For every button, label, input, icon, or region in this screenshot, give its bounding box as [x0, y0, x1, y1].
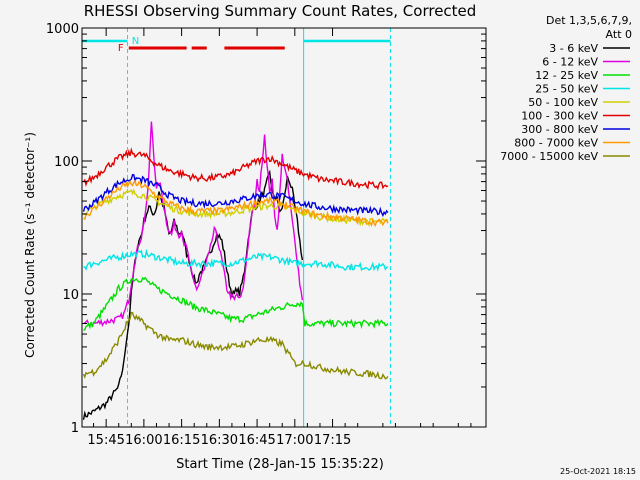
- series-line-1: [83, 121, 304, 328]
- series-line-2: [83, 276, 389, 331]
- x-tick-label-1: 16:00: [125, 433, 162, 448]
- x-tick-label-5: 17:00: [276, 433, 313, 448]
- y-tick-label-3: 1000: [46, 22, 79, 37]
- legend-label-3: 25 - 50 keV: [535, 83, 598, 96]
- y-tick-label-1: 10: [62, 288, 79, 303]
- x-tick-label-2: 16:15: [163, 433, 200, 448]
- legend-attenuator-state: Att 0: [606, 28, 632, 41]
- legend-label-2: 12 - 25 keV: [535, 69, 598, 82]
- y-axis-label: Corrected Count Rate (s⁻¹ detector⁻¹): [23, 132, 37, 358]
- legend-label-1: 6 - 12 keV: [542, 56, 598, 69]
- y-tick-label-0: 1: [71, 421, 79, 436]
- x-tick-label-3: 16:30: [201, 433, 238, 448]
- series-line-7: [83, 179, 389, 227]
- x-tick-label-6: 17:15: [314, 433, 351, 448]
- chart-title: RHESSI Observing Summary Count Rates, Co…: [84, 2, 477, 20]
- axes: [81, 27, 487, 428]
- legend-label-8: 7000 - 15000 keV: [500, 150, 598, 163]
- tick-marks: 15:45 16:00 16:15 16:30 16:45 17:00 17:15 1 10 10…: [46, 22, 486, 448]
- legend-label-4: 50 - 100 keV: [528, 96, 598, 109]
- x-axis-label: Start Time (28-Jan-15 15:35:22): [176, 457, 384, 472]
- series-lines: [82, 121, 389, 420]
- series-line-5: [82, 147, 389, 191]
- series-line-6: [82, 173, 389, 218]
- plot-frame: [81, 27, 487, 428]
- flare-marker: F: [118, 43, 124, 54]
- legend-label-7: 800 - 7000 keV: [514, 137, 598, 150]
- series-line-3: [83, 248, 389, 272]
- night-marker: N: [132, 36, 139, 47]
- legend-label-5: 100 - 300 keV: [521, 110, 598, 123]
- legend-detector-list: Det 1,3,5,6,7,9,: [546, 14, 632, 27]
- footer-date: 25-Oct-2021 18:15: [560, 467, 636, 476]
- x-tick-label-0: 15:45: [87, 433, 124, 448]
- x-tick-label-4: 16:45: [238, 433, 275, 448]
- legend-label-6: 300 - 800 keV: [521, 123, 598, 136]
- y-tick-label-2: 100: [54, 155, 79, 170]
- legend-label-0: 3 - 6 keV: [549, 42, 598, 55]
- series-line-8: [82, 311, 389, 380]
